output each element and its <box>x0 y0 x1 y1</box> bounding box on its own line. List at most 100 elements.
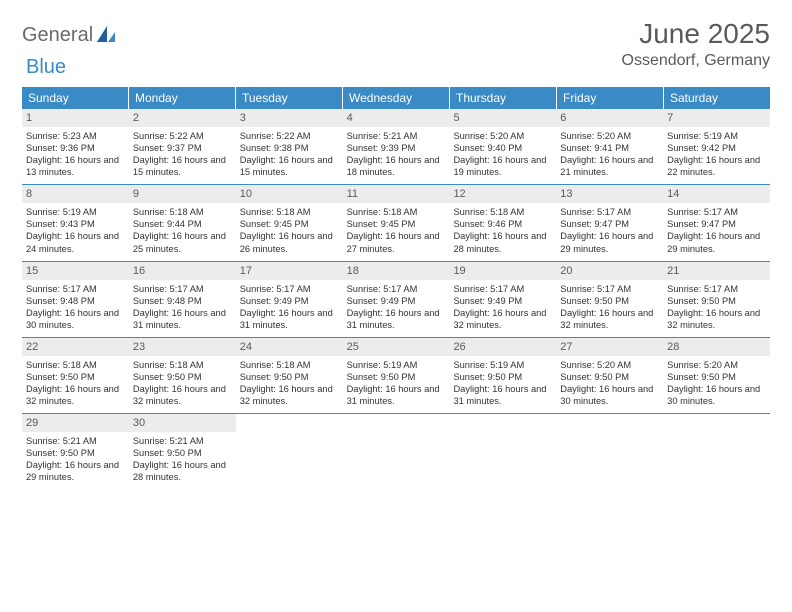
calendar-page: General June 2025 Ossendorf, Germany Blu… <box>0 0 792 508</box>
daylight-line: Daylight: 16 hours and 31 minutes. <box>133 307 232 331</box>
day-number: 17 <box>236 262 343 280</box>
sunrise-line: Sunrise: 5:18 AM <box>453 206 552 218</box>
daylight-line: Daylight: 16 hours and 22 minutes. <box>667 154 766 178</box>
sunset-line: Sunset: 9:49 PM <box>347 295 446 307</box>
sunrise-line: Sunrise: 5:21 AM <box>347 130 446 142</box>
sunset-line: Sunset: 9:47 PM <box>667 218 766 230</box>
daylight-line: Daylight: 16 hours and 32 minutes. <box>667 307 766 331</box>
day-number: 24 <box>236 338 343 356</box>
sunrise-line: Sunrise: 5:23 AM <box>26 130 125 142</box>
daylight-line: Daylight: 16 hours and 29 minutes. <box>26 459 125 483</box>
logo-sail-icon <box>95 24 117 47</box>
calendar-cell: 3Sunrise: 5:22 AMSunset: 9:38 PMDaylight… <box>236 109 343 184</box>
calendar-cell-empty <box>556 414 663 489</box>
sunset-line: Sunset: 9:50 PM <box>667 295 766 307</box>
calendar-cell: 17Sunrise: 5:17 AMSunset: 9:49 PMDayligh… <box>236 262 343 337</box>
calendar-cell: 6Sunrise: 5:20 AMSunset: 9:41 PMDaylight… <box>556 109 663 184</box>
weekday-header: Monday <box>129 87 236 109</box>
calendar-cell: 15Sunrise: 5:17 AMSunset: 9:48 PMDayligh… <box>22 262 129 337</box>
calendar-cell: 7Sunrise: 5:19 AMSunset: 9:42 PMDaylight… <box>663 109 770 184</box>
calendar-cell: 21Sunrise: 5:17 AMSunset: 9:50 PMDayligh… <box>663 262 770 337</box>
day-number: 28 <box>663 338 770 356</box>
sunrise-line: Sunrise: 5:20 AM <box>453 130 552 142</box>
day-number: 10 <box>236 185 343 203</box>
calendar-cell-empty <box>663 414 770 489</box>
weekday-header-row: Sunday Monday Tuesday Wednesday Thursday… <box>22 87 770 109</box>
sunset-line: Sunset: 9:38 PM <box>240 142 339 154</box>
day-number: 2 <box>129 109 236 127</box>
calendar-cell: 22 Sunrise: 5:18 AMSunset: 9:50 PMDayligh… <box>22 338 129 413</box>
sunrise-line: Sunrise: 5:17 AM <box>453 283 552 295</box>
day-number: 19 <box>449 262 556 280</box>
logo-text-general: General <box>22 24 93 47</box>
weekday-header: Sunday <box>22 87 129 109</box>
sunset-line: Sunset: 9:49 PM <box>240 295 339 307</box>
sunset-line: Sunset: 9:45 PM <box>347 218 446 230</box>
daylight-line: Daylight: 16 hours and 32 minutes. <box>240 383 339 407</box>
calendar-cell: 11Sunrise: 5:18 AMSunset: 9:45 PMDayligh… <box>343 185 450 260</box>
day-number: 3 <box>236 109 343 127</box>
sunset-line: Sunset: 9:43 PM <box>26 218 125 230</box>
calendar-cell: 26Sunrise: 5:19 AMSunset: 9:50 PMDayligh… <box>449 338 556 413</box>
day-number: 18 <box>343 262 450 280</box>
calendar-cell: 29Sunrise: 5:21 AMSunset: 9:50 PMDayligh… <box>22 414 129 489</box>
sunrise-line: Sunrise: 5:17 AM <box>133 283 232 295</box>
daylight-line: Daylight: 16 hours and 28 minutes. <box>453 230 552 254</box>
day-number: 22 <box>22 338 129 356</box>
day-number: 11 <box>343 185 450 203</box>
sunset-line: Sunset: 9:49 PM <box>453 295 552 307</box>
sunset-line: Sunset: 9:50 PM <box>133 371 232 383</box>
sunset-line: Sunset: 9:46 PM <box>453 218 552 230</box>
sunset-line: Sunset: 9:40 PM <box>453 142 552 154</box>
calendar-cell: 28Sunrise: 5:20 AMSunset: 9:50 PMDayligh… <box>663 338 770 413</box>
daylight-line: Daylight: 16 hours and 30 minutes. <box>667 383 766 407</box>
calendar-cell: 4Sunrise: 5:21 AMSunset: 9:39 PMDaylight… <box>343 109 450 184</box>
sunrise-line: Sunrise: 5:18 AM <box>26 359 125 371</box>
calendar-cell: 10Sunrise: 5:18 AMSunset: 9:45 PMDayligh… <box>236 185 343 260</box>
calendar-cell: 1Sunrise: 5:23 AMSunset: 9:36 PMDaylight… <box>22 109 129 184</box>
daylight-line: Daylight: 16 hours and 32 minutes. <box>26 383 125 407</box>
day-number: 16 <box>129 262 236 280</box>
day-number: 13 <box>556 185 663 203</box>
sunset-line: Sunset: 9:45 PM <box>240 218 339 230</box>
sunset-line: Sunset: 9:48 PM <box>133 295 232 307</box>
day-number: 7 <box>663 109 770 127</box>
daylight-line: Daylight: 16 hours and 15 minutes. <box>240 154 339 178</box>
sunset-line: Sunset: 9:47 PM <box>560 218 659 230</box>
calendar-cell: 12Sunrise: 5:18 AMSunset: 9:46 PMDayligh… <box>449 185 556 260</box>
sunrise-line: Sunrise: 5:17 AM <box>347 283 446 295</box>
calendar-cell: 24Sunrise: 5:18 AMSunset: 9:50 PMDayligh… <box>236 338 343 413</box>
sunset-line: Sunset: 9:50 PM <box>133 447 232 459</box>
sunset-line: Sunset: 9:50 PM <box>453 371 552 383</box>
sunset-line: Sunset: 9:50 PM <box>560 295 659 307</box>
sunset-line: Sunset: 9:50 PM <box>26 371 125 383</box>
sunset-line: Sunset: 9:50 PM <box>26 447 125 459</box>
weekday-header: Friday <box>557 87 664 109</box>
daylight-line: Daylight: 16 hours and 27 minutes. <box>347 230 446 254</box>
calendar-cell: 5Sunrise: 5:20 AMSunset: 9:40 PMDaylight… <box>449 109 556 184</box>
calendar-cell: 30Sunrise: 5:21 AMSunset: 9:50 PMDayligh… <box>129 414 236 489</box>
sunrise-line: Sunrise: 5:17 AM <box>667 283 766 295</box>
sunrise-line: Sunrise: 5:21 AM <box>133 435 232 447</box>
sunrise-line: Sunrise: 5:17 AM <box>667 206 766 218</box>
daylight-line: Daylight: 16 hours and 31 minutes. <box>347 307 446 331</box>
sunrise-line: Sunrise: 5:17 AM <box>240 283 339 295</box>
sunrise-line: Sunrise: 5:20 AM <box>560 359 659 371</box>
page-title: June 2025 <box>622 18 771 50</box>
sunset-line: Sunset: 9:48 PM <box>26 295 125 307</box>
day-number: 14 <box>663 185 770 203</box>
sunrise-line: Sunrise: 5:18 AM <box>240 359 339 371</box>
calendar-grid: Sunday Monday Tuesday Wednesday Thursday… <box>22 87 770 490</box>
sunrise-line: Sunrise: 5:18 AM <box>240 206 339 218</box>
day-number: 26 <box>449 338 556 356</box>
daylight-line: Daylight: 16 hours and 25 minutes. <box>133 230 232 254</box>
calendar-week-row: 1Sunrise: 5:23 AMSunset: 9:36 PMDaylight… <box>22 109 770 185</box>
sunset-line: Sunset: 9:50 PM <box>347 371 446 383</box>
daylight-line: Daylight: 16 hours and 32 minutes. <box>453 307 552 331</box>
calendar-week-row: 22Sunrise: 5:18 AMSunset: 9:50 PMDayligh… <box>22 338 770 414</box>
calendar-cell: 13Sunrise: 5:17 AMSunset: 9:47 PMDayligh… <box>556 185 663 260</box>
sunset-line: Sunset: 9:50 PM <box>667 371 766 383</box>
sunset-line: Sunset: 9:39 PM <box>347 142 446 154</box>
sunset-line: Sunset: 9:36 PM <box>26 142 125 154</box>
sunrise-line: Sunrise: 5:21 AM <box>26 435 125 447</box>
